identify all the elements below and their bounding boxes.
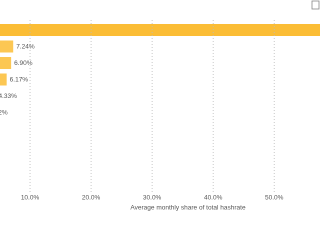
chart: 2.82% 4.33% 6.17% 6.90% 7.24% 50.0% 40.0% 30.0%… (0, 0, 320, 212)
value-label: 2.82% (0, 110, 8, 117)
x-tick-label: 10.0% (21, 195, 40, 202)
x-tick-label: 50.0% (265, 195, 284, 202)
value-label: 7.24% (16, 44, 35, 51)
bar (0, 24, 320, 36)
value-label: 6.90% (14, 60, 33, 67)
bar (0, 73, 7, 86)
x-tick-label: 40.0% (204, 195, 223, 202)
x-tick-label: 30.0% (143, 195, 162, 202)
x-tick-label: 20.0% (82, 195, 101, 202)
value-label: 6.17% (10, 77, 29, 84)
bar (0, 57, 12, 69)
value-label: 4.33% (0, 93, 17, 100)
bar (0, 40, 14, 53)
x-axis-label: Average monthly share of total hashrate (130, 205, 246, 212)
menu-button[interactable] (311, 0, 320, 10)
